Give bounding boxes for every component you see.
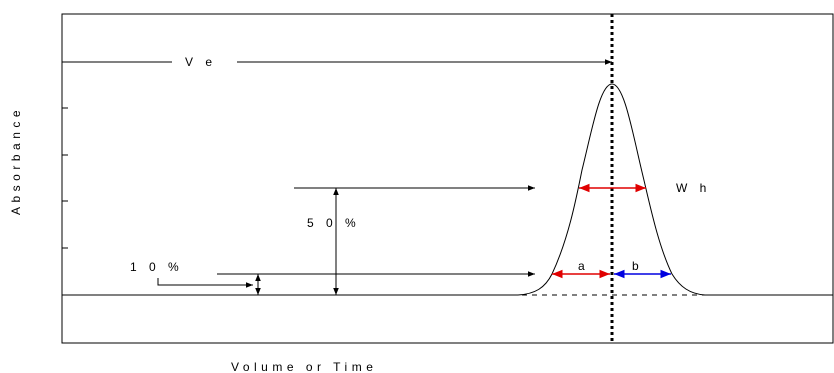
x-axis-label: Volume or Time xyxy=(231,360,377,373)
wh-label: W h xyxy=(676,181,711,195)
plot-frame xyxy=(61,13,834,344)
b-label: b xyxy=(632,259,639,273)
ten-percent-leader xyxy=(157,278,253,288)
ve-label: V e xyxy=(185,55,217,69)
a-label: a xyxy=(578,259,585,273)
y-axis-ticks xyxy=(62,61,68,296)
y-axis-label: Absorbance xyxy=(9,106,23,215)
half-height-label: 5 0 % xyxy=(307,216,360,230)
ten-percent-label: 1 0 % xyxy=(130,260,183,274)
